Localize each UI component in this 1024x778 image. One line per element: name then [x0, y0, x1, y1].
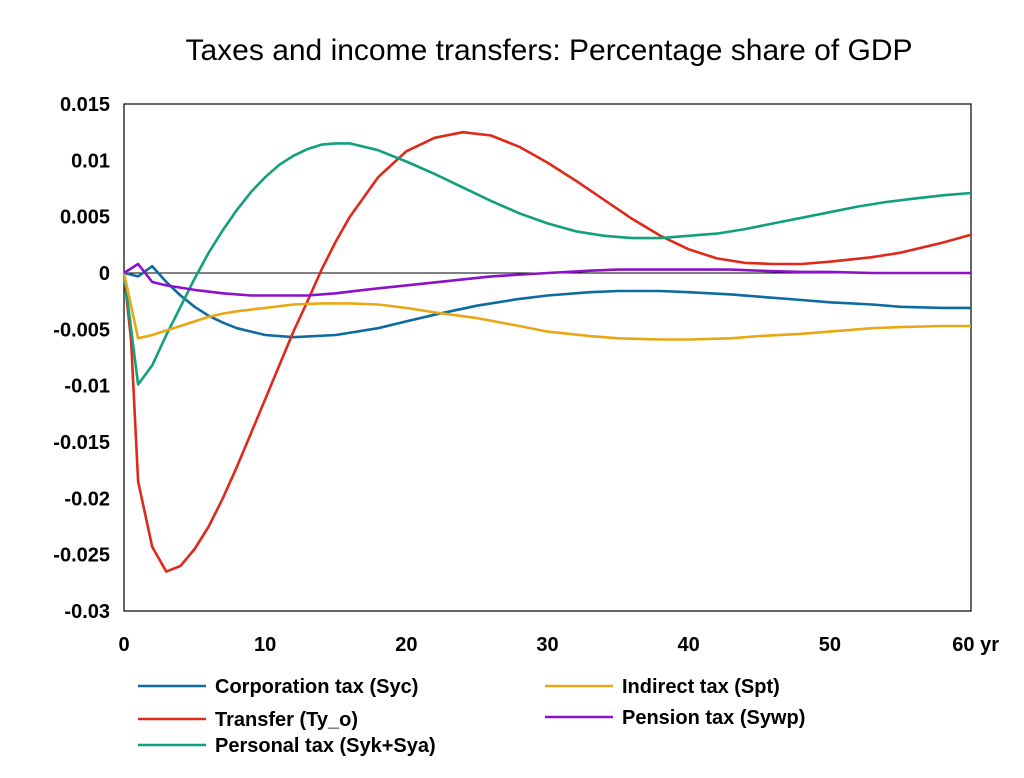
y-tick-label: -0.02 — [64, 488, 110, 510]
x-axis-ticks: 0 10 20 30 40 50 60 yr — [118, 634, 999, 656]
y-axis-ticks: 0.015 0.01 0.005 0 -0.005 -0.01 -0.015 -0.02 -0.… — [53, 94, 110, 623]
y-tick-label: 0.005 — [60, 207, 110, 229]
x-tick-label: 40 — [678, 634, 700, 656]
y-tick-label: 0.015 — [60, 94, 110, 116]
y-tick-label: -0.005 — [53, 319, 110, 341]
series-line — [123, 264, 971, 339]
series-layer — [122, 130, 972, 573]
chart-title: Taxes and income transfers: Percentage s… — [185, 34, 912, 67]
legend-label: Personal tax (Syk+Sya) — [215, 735, 436, 757]
x-tick-label: 20 — [395, 634, 417, 656]
y-tick-label: -0.015 — [53, 432, 110, 454]
series-line — [122, 130, 972, 573]
y-tick-label: 0 — [99, 263, 110, 285]
x-tick-label: 0 — [118, 634, 129, 656]
y-tick-label: -0.01 — [64, 376, 110, 398]
y-tick-label: 0.01 — [71, 150, 110, 172]
x-tick-label: 10 — [254, 634, 276, 656]
y-tick-label: -0.025 — [53, 545, 110, 567]
y-tick-label: -0.03 — [64, 601, 110, 623]
legend-label: Transfer (Ty_o) — [215, 709, 358, 731]
legend-label: Indirect tax (Spt) — [622, 676, 780, 698]
x-tick-label: 30 — [536, 634, 558, 656]
legend-label: Pension tax (Sywp) — [622, 707, 805, 729]
x-tick-label: 60 yr — [952, 634, 999, 656]
series-line — [123, 262, 971, 297]
series-line — [122, 272, 971, 341]
legend: Corporation tax (Syc) Transfer (Ty_o) Pers… — [138, 676, 805, 757]
legend-label: Corporation tax (Syc) — [215, 676, 418, 698]
plot-frame — [123, 103, 972, 612]
series-line — [122, 142, 972, 386]
x-tick-label: 50 — [819, 634, 841, 656]
